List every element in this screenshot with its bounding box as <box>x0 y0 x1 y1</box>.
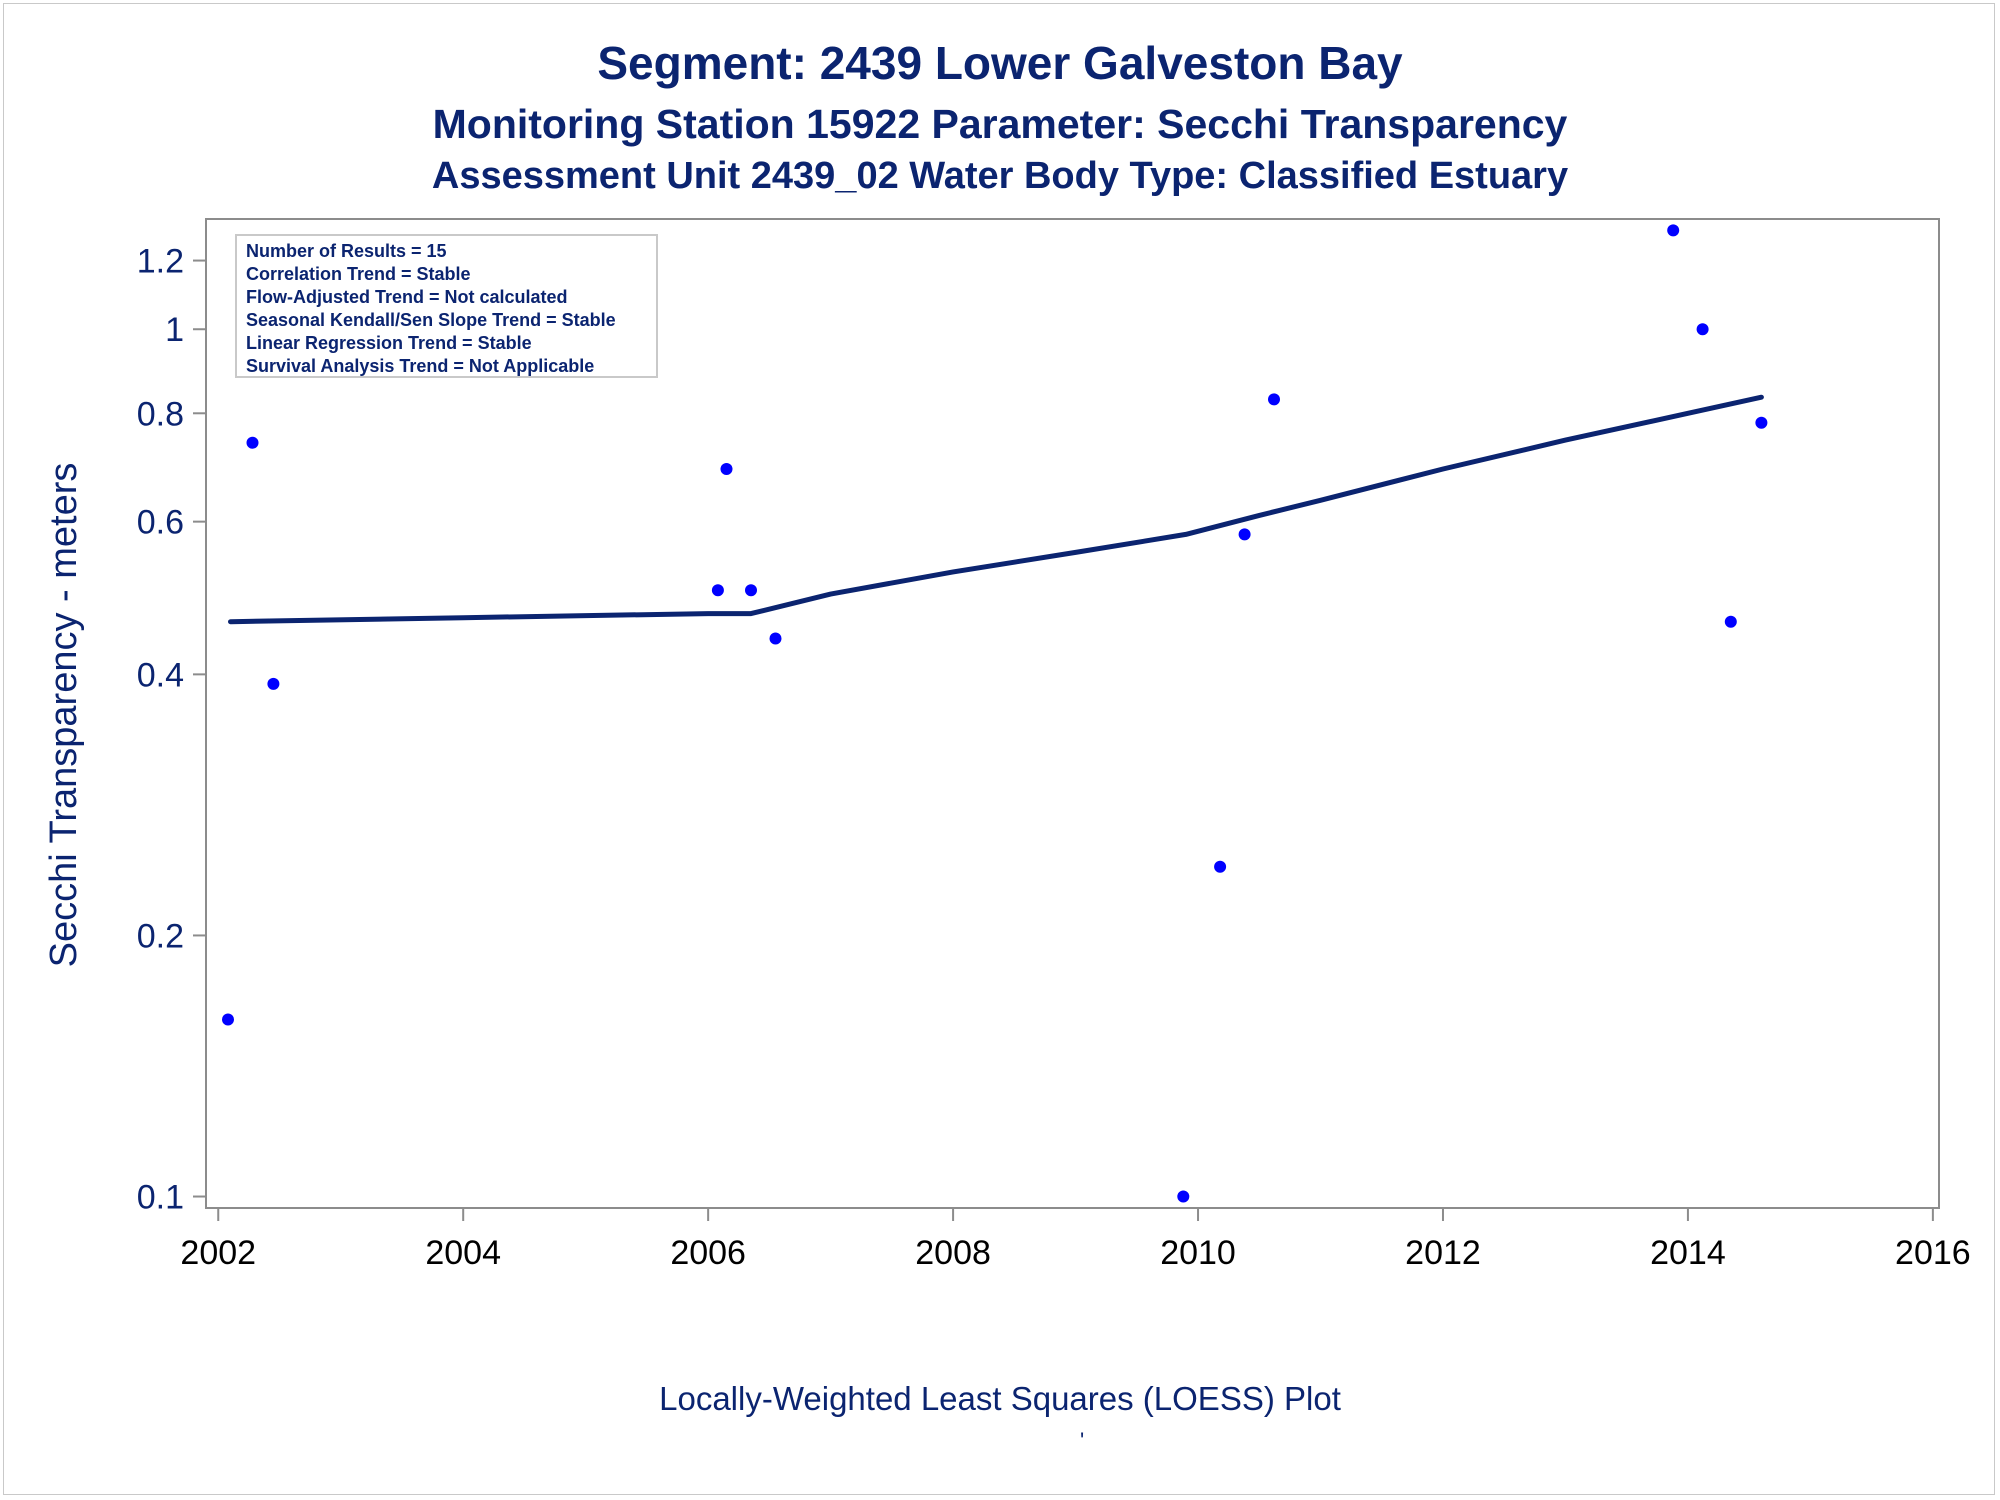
chart-frame <box>3 3 1995 1495</box>
data-point <box>1755 416 1768 429</box>
chart-subtitle: Monitoring Station 15922 Parameter: Secc… <box>432 101 1568 147</box>
legend-entry: Number of Results = 15 <box>246 241 447 261</box>
y-tick-label: 0.4 <box>137 656 184 694</box>
x-tick-label: 2016 <box>1895 1234 1971 1272</box>
scatter-series <box>222 224 1768 1203</box>
x-tick-label: 2006 <box>670 1234 746 1272</box>
axes: 2002 2004 2006 2008 2010 2012 2014 2016 0.1 0.2 0.… <box>137 243 1971 1272</box>
y-tick-label: 0.6 <box>137 504 184 542</box>
data-point <box>222 1013 234 1026</box>
y-tick-label: 0.2 <box>137 917 184 955</box>
loess-line <box>228 394 1764 625</box>
y-tick-label: 0.8 <box>137 395 184 433</box>
y-tick-label: 0.1 <box>137 1179 184 1217</box>
legend-box-border <box>235 234 658 378</box>
data-point <box>745 584 757 597</box>
legend-entry: Survival Analysis Trend = Not Applicable <box>246 356 594 376</box>
footnote-mark: ' <box>1080 1428 1085 1453</box>
data-point <box>267 677 280 690</box>
data-point <box>720 463 733 475</box>
data-point <box>246 436 259 449</box>
legend-entry: Correlation Trend = Stable <box>246 264 471 284</box>
x-tick-label: 2012 <box>1405 1234 1481 1272</box>
legend-box: Number of Results = 15 Correlation Trend … <box>235 234 658 378</box>
data-point <box>1214 860 1227 873</box>
x-tick-label: 2002 <box>180 1234 256 1272</box>
y-tick-label: 1.2 <box>137 243 184 281</box>
x-tick-label: 2004 <box>425 1234 501 1272</box>
chart-title: Segment: 2439 Lower Galveston Bay <box>597 37 1403 89</box>
y-axis-label: Secchi Transparency - meters <box>43 463 85 968</box>
data-point <box>769 632 782 645</box>
loess-series <box>228 394 1764 625</box>
data-point <box>1696 323 1709 336</box>
y-tick-label: 1 <box>165 311 184 349</box>
data-point <box>1238 528 1251 541</box>
data-point <box>1667 224 1680 237</box>
x-tick-label: 2014 <box>1650 1234 1726 1272</box>
chart-subtitle-2: Assessment Unit 2439_02 Water Body Type:… <box>431 155 1569 197</box>
legend-entry: Seasonal Kendall/Sen Slope Trend = Stabl… <box>246 310 616 330</box>
data-point <box>711 584 724 597</box>
x-tick-label: 2008 <box>915 1234 991 1272</box>
data-point <box>1177 1190 1190 1203</box>
legend-entry: Flow-Adjusted Trend = Not calculated <box>246 287 568 307</box>
data-point <box>1268 393 1280 406</box>
plot-area <box>205 218 1940 1209</box>
data-point <box>1724 615 1737 628</box>
footnote: Locally-Weighted Least Squares (LOESS) P… <box>659 1380 1341 1417</box>
x-tick-label: 2010 <box>1160 1234 1236 1272</box>
legend-entry: Linear Regression Trend = Stable <box>246 333 532 353</box>
